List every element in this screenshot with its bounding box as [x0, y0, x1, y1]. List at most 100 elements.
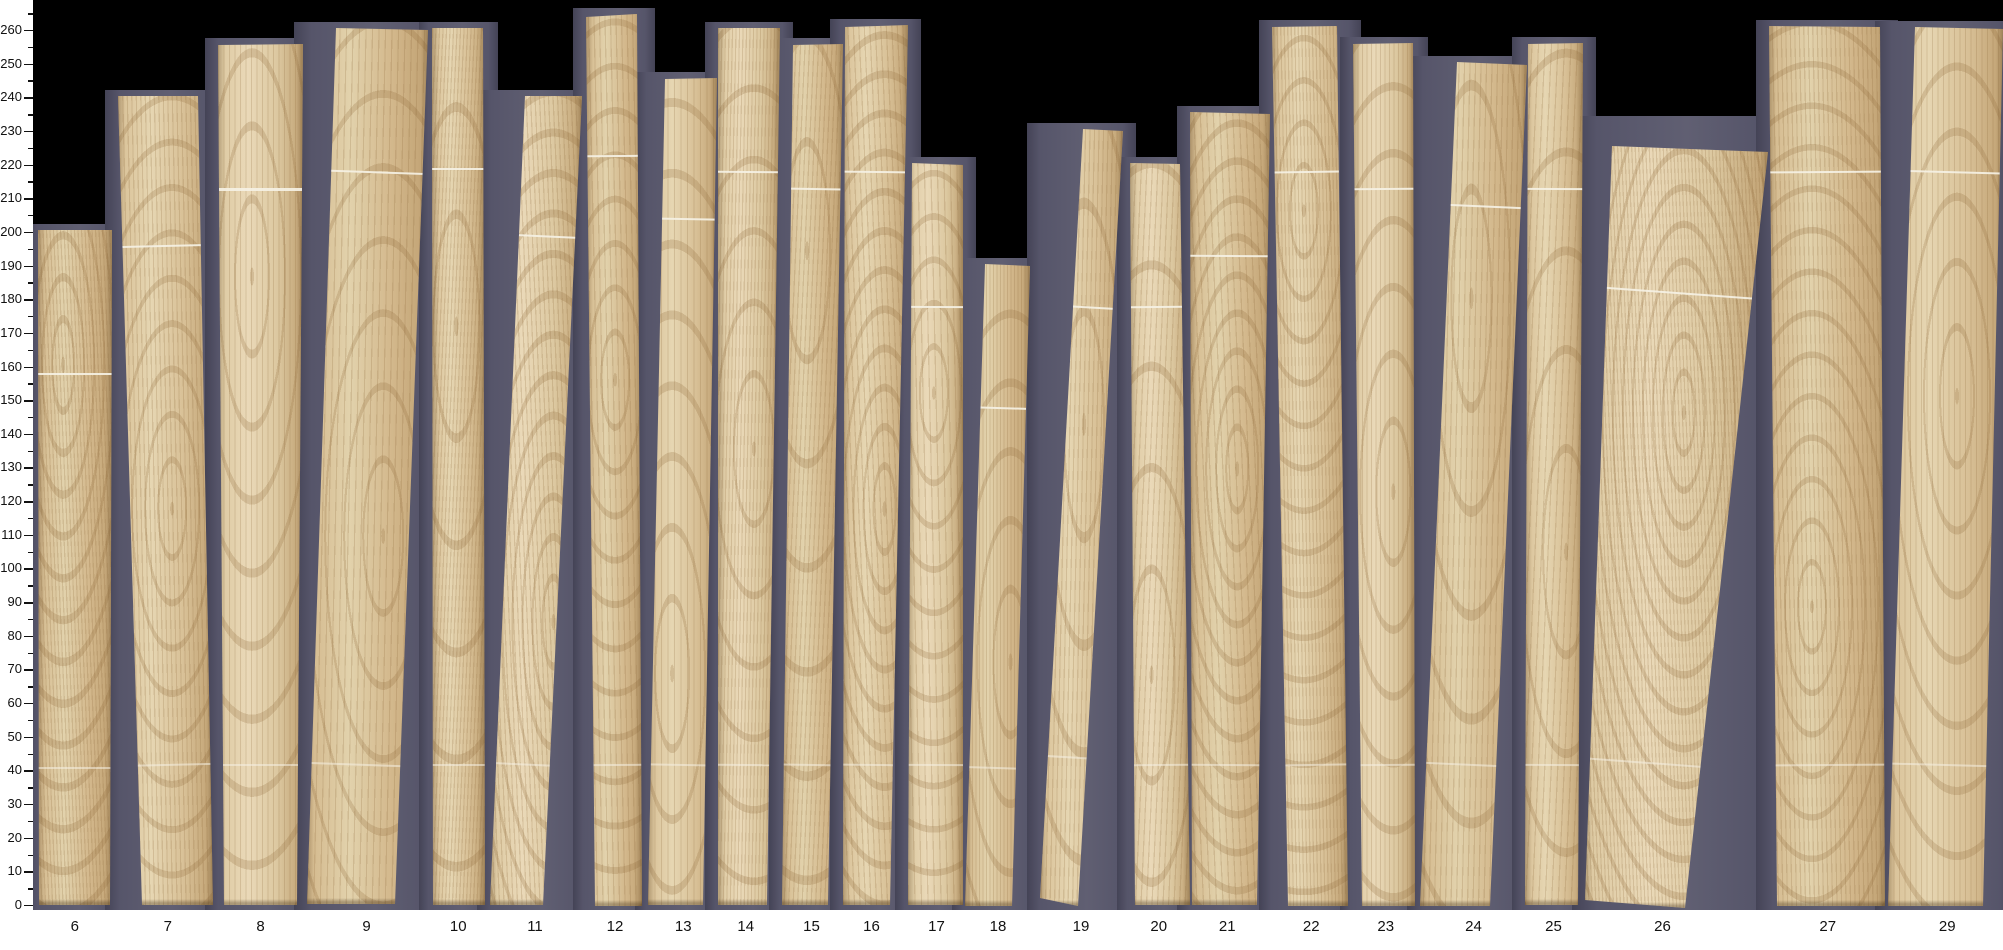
plank-bar	[38, 230, 112, 905]
y-major-tick	[24, 366, 33, 368]
y-minor-tick	[28, 719, 33, 722]
y-major-tick	[24, 501, 33, 503]
y-minor-tick	[28, 888, 33, 890]
y-major-tick	[24, 97, 33, 99]
y-minor-tick	[28, 282, 33, 284]
y-minor-tick	[28, 585, 33, 587]
x-axis-label: 10	[449, 918, 467, 935]
y-major-tick	[24, 265, 33, 267]
y-major-tick	[24, 433, 33, 436]
chalk-mark	[218, 188, 303, 191]
y-axis-label: 40	[7, 762, 22, 778]
chalk-mark	[1769, 763, 1885, 767]
y-major-tick	[24, 871, 33, 873]
y-major-tick	[24, 29, 33, 32]
chalk-mark	[218, 763, 303, 767]
y-major-tick	[24, 837, 33, 840]
x-axis-label: 18	[989, 918, 1007, 935]
chalk-mark	[1769, 170, 1885, 175]
y-axis-label: 130	[0, 459, 22, 475]
y-minor-tick	[28, 753, 33, 755]
y-axis-label: 50	[7, 728, 22, 744]
plank-bar	[1130, 163, 1190, 905]
x-axis-label: 13	[674, 918, 692, 935]
y-major-tick	[24, 130, 33, 133]
y-major-tick	[24, 332, 33, 335]
x-axis-label: 14	[737, 918, 755, 935]
y-axis-label: 10	[7, 863, 22, 879]
x-axis-label: 29	[1938, 918, 1956, 935]
x-axis-label: 26	[1654, 918, 1671, 935]
y-axis-label: 220	[0, 156, 22, 172]
x-axis-label: 27	[1819, 918, 1837, 935]
x-axis-margin	[0, 910, 2003, 950]
plank-bar	[586, 14, 642, 906]
y-major-tick	[24, 299, 33, 301]
y-minor-tick	[28, 517, 33, 520]
x-axis-label: 12	[606, 918, 624, 935]
plank-bar	[218, 44, 303, 905]
x-axis-label: 22	[1302, 918, 1320, 935]
y-major-tick	[24, 231, 33, 234]
y-minor-tick	[28, 417, 33, 419]
y-axis-label: 120	[0, 493, 22, 509]
y-axis-label: 90	[7, 594, 22, 610]
y-axis-margin	[0, 0, 33, 910]
y-minor-tick	[28, 46, 33, 49]
y-minor-tick	[28, 316, 33, 318]
y-major-tick	[24, 198, 33, 200]
chalk-mark	[38, 373, 112, 376]
y-major-tick	[24, 400, 33, 402]
y-minor-tick	[28, 349, 33, 352]
y-axis-label: 100	[0, 560, 22, 576]
x-axis-label: 16	[863, 918, 880, 935]
plank-bar	[908, 163, 963, 905]
y-minor-tick	[28, 13, 33, 15]
x-axis-label: 8	[256, 918, 265, 935]
y-minor-tick	[28, 854, 33, 856]
chalk-mark	[38, 766, 112, 770]
y-axis-label: 30	[7, 796, 22, 812]
y-minor-tick	[28, 215, 33, 217]
y-axis-label: 170	[0, 324, 22, 340]
y-axis-label: 180	[0, 291, 22, 307]
y-axis-label: 150	[0, 392, 22, 408]
plank-bar	[432, 28, 485, 905]
y-axis-label: 20	[7, 829, 22, 845]
x-axis-label: 19	[1072, 918, 1090, 935]
y-major-tick	[24, 703, 33, 705]
x-axis-label: 20	[1150, 918, 1168, 935]
y-minor-tick	[28, 80, 33, 82]
y-axis-label: 160	[0, 358, 22, 374]
x-axis-label: 25	[1545, 918, 1562, 935]
x-axis-label: 15	[803, 918, 820, 935]
y-major-tick	[24, 804, 33, 806]
y-major-tick	[24, 63, 33, 66]
y-minor-tick	[28, 181, 33, 183]
y-minor-tick	[28, 147, 33, 150]
y-major-tick	[24, 635, 33, 638]
y-axis-label: 250	[0, 55, 22, 71]
x-axis-label: 6	[70, 918, 79, 935]
plank-bar	[1353, 43, 1415, 906]
y-major-tick	[24, 669, 33, 671]
x-axis-label: 17	[928, 918, 945, 935]
y-minor-tick	[28, 551, 33, 554]
y-major-tick	[24, 164, 33, 166]
y-major-tick	[24, 602, 33, 604]
y-axis-label: 240	[0, 89, 22, 105]
y-minor-tick	[28, 114, 33, 116]
plank-bar	[1525, 43, 1583, 905]
plank-bar	[1769, 26, 1885, 906]
chalk-mark	[1190, 255, 1270, 259]
y-axis-label: 80	[7, 627, 22, 643]
y-axis-label: 200	[0, 223, 22, 239]
y-axis-label: 260	[0, 21, 22, 37]
y-axis-label: 60	[7, 695, 22, 711]
chalk-mark	[1888, 761, 2003, 768]
y-axis-label: 230	[0, 122, 22, 138]
y-major-tick	[24, 467, 33, 469]
y-axis-label: 0	[14, 897, 22, 912]
x-axis-label: 21	[1218, 918, 1236, 935]
y-minor-tick	[28, 618, 33, 621]
